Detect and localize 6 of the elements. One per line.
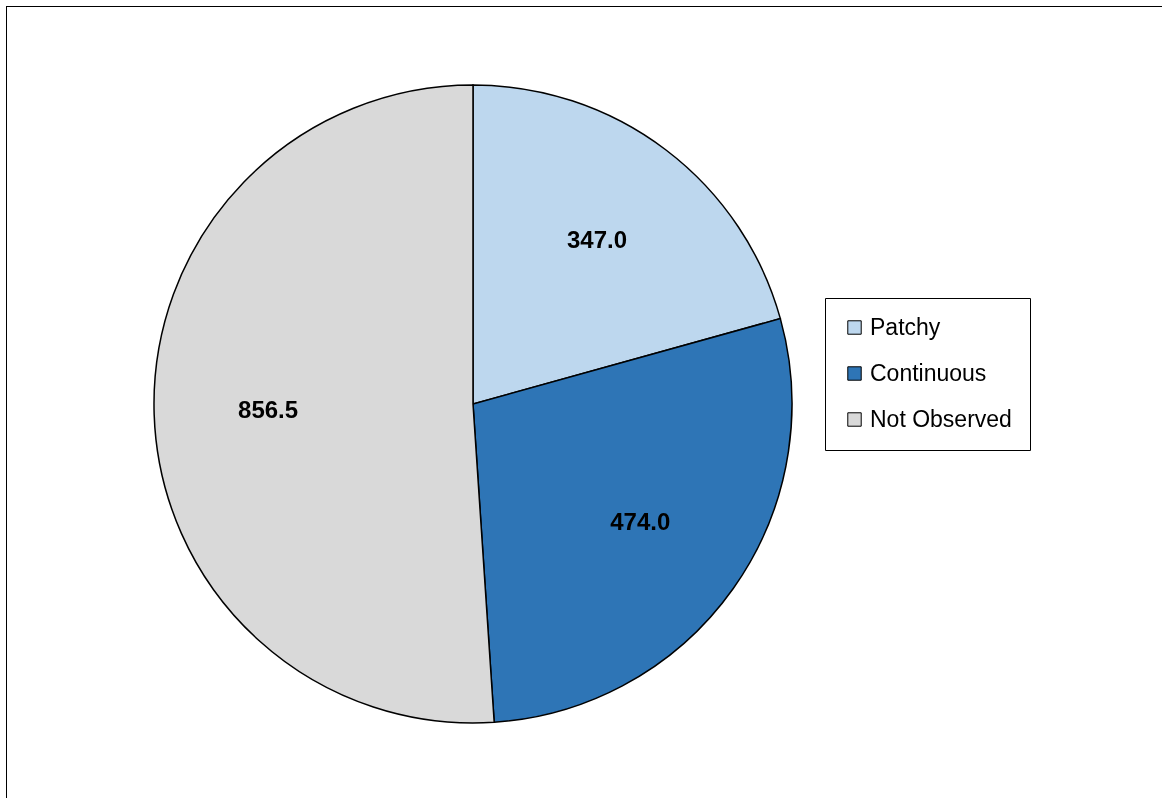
data-label: 474.0 [610,507,671,535]
legend-label: Continuous [870,359,987,386]
data-label: 347.0 [567,225,628,253]
legend-label: Not Observed [870,405,1012,432]
data-label: 856.5 [238,395,299,423]
legend-label: Patchy [870,313,941,340]
